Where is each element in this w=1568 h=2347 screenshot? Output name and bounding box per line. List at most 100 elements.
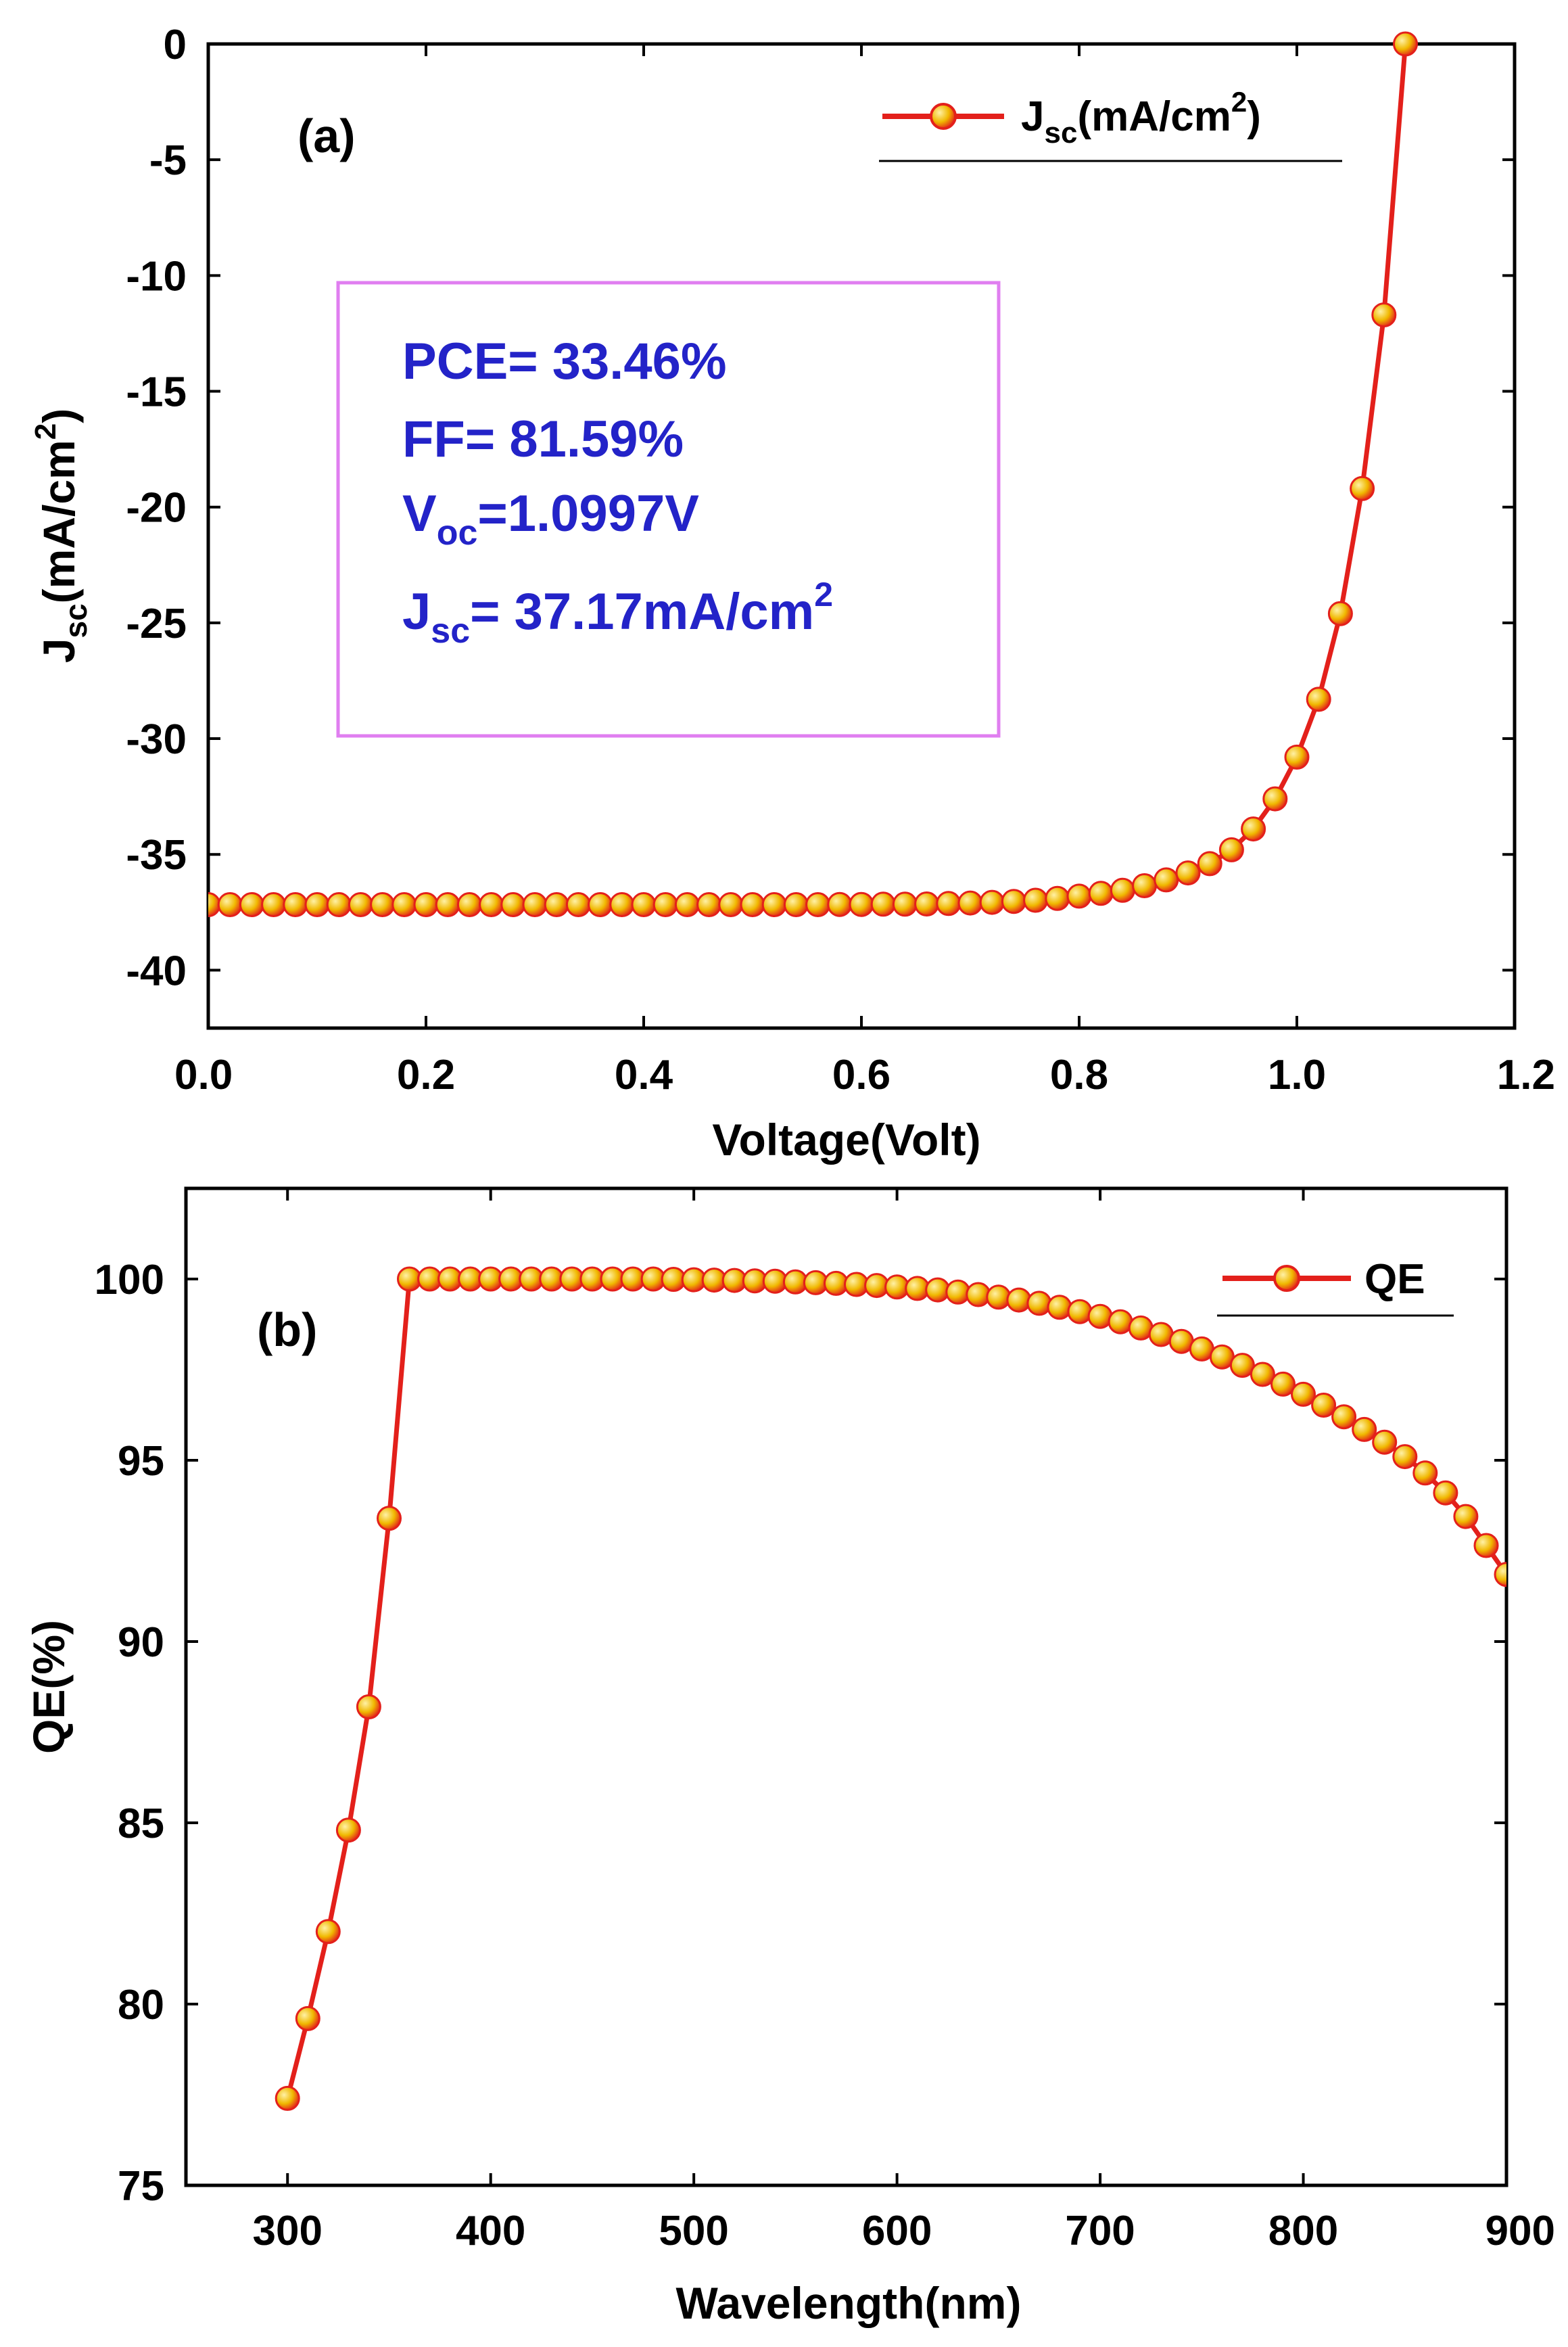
data-point [652, 892, 678, 917]
panel-a-tag: (a) [298, 110, 356, 162]
data-point [588, 892, 613, 917]
data-point [435, 892, 460, 917]
data-point [356, 1694, 381, 1719]
x-tick-label: 0.6 [832, 1052, 890, 1098]
series-line [208, 43, 1408, 907]
panel-a-x-axis-label: Voltage(Volt) [712, 1115, 980, 1165]
data-point [522, 892, 548, 917]
data-point [1006, 1287, 1032, 1313]
data-point [413, 892, 439, 917]
data-point [1047, 1295, 1072, 1320]
data-point [326, 892, 352, 917]
data-point [1331, 1404, 1357, 1430]
data-point [979, 889, 1005, 915]
x-tick-label: 600 [862, 2208, 932, 2254]
legend-marker-jsc [930, 103, 957, 130]
data-point [1067, 1299, 1093, 1324]
y-tick-label: -40 [126, 948, 187, 994]
data-point [1327, 601, 1353, 626]
data-point [1453, 1504, 1479, 1529]
x-tick-label: 0.4 [615, 1052, 673, 1098]
data-point [1175, 860, 1201, 886]
data-point [1250, 1362, 1275, 1387]
y-tick-label: 85 [118, 1800, 164, 1847]
data-point [631, 892, 657, 917]
panel-a-y-axis-label: Jsc(mA/cm2) [29, 409, 93, 663]
info-jsc: Jsc= 37.17mA/cm2 [402, 576, 833, 651]
data-point [696, 892, 722, 917]
data-point [1262, 786, 1288, 812]
data-point [1291, 1381, 1316, 1407]
data-point [740, 892, 765, 917]
data-point [761, 892, 787, 917]
data-point [1241, 816, 1266, 842]
panel-a-ticks [207, 43, 1516, 1028]
y-tick-label: -10 [126, 253, 187, 300]
data-point [1066, 883, 1092, 909]
panel-b-y-axis-label: QE(%) [24, 1620, 74, 1754]
panel-a-legend: Jsc(mA/cm2) [879, 86, 1342, 162]
data-point [1284, 744, 1310, 770]
data-point [1371, 302, 1397, 328]
x-tick-label: 400 [456, 2208, 525, 2254]
info-ff: FF= 81.59% [402, 411, 684, 468]
x-tick-label: 0.0 [174, 1052, 233, 1098]
data-point [1306, 687, 1331, 712]
data-point [849, 891, 874, 917]
data-point [500, 892, 526, 917]
data-point [1270, 1371, 1296, 1397]
info-pce: PCE= 33.46% [402, 333, 727, 390]
data-point [377, 1506, 402, 1531]
data-point [957, 890, 983, 916]
data-point [479, 892, 504, 917]
data-point [674, 892, 700, 917]
y-tick-label: -30 [126, 716, 187, 763]
x-tick-label: 1.2 [1497, 1052, 1555, 1098]
data-point [1473, 1533, 1499, 1558]
data-point [1218, 837, 1244, 862]
y-tick-label: -5 [149, 137, 187, 184]
data-point [1393, 31, 1418, 57]
x-tick-label: 700 [1065, 2208, 1135, 2254]
panel-b-legend: QE [1217, 1256, 1454, 1317]
x-tick-label: 500 [659, 2208, 728, 2254]
data-point [986, 1284, 1012, 1310]
data-point [1412, 1460, 1438, 1486]
x-tick-label: 0.2 [397, 1052, 455, 1098]
x-tick-label: 1.0 [1268, 1052, 1326, 1098]
data-point [1494, 1562, 1506, 1587]
data-point [1023, 887, 1049, 913]
data-point [870, 891, 896, 917]
data-point [805, 892, 831, 917]
legend-marker-qe [1273, 1265, 1300, 1292]
data-point [1026, 1291, 1052, 1316]
data-point [1110, 877, 1135, 903]
data-point [217, 892, 243, 917]
panel-b-plot-frame [184, 1186, 1508, 2187]
data-point [275, 2085, 300, 2111]
data-point [1132, 873, 1158, 898]
y-tick-label: -35 [126, 832, 187, 879]
panel-b-qe-curve: 300 400 500 600 700 800 900 75 80 85 90 95 100 (b) Q… [24, 1186, 1555, 2328]
panel-b-x-axis-label: Wavelength(nm) [676, 2278, 1022, 2328]
data-point [1154, 867, 1179, 893]
data-point [783, 892, 809, 917]
panel-b-series [275, 1266, 1506, 2111]
panel-a-jv-curve: 0.0 0.2 0.4 0.6 0.8 1.0 1.2 0 -5 -10 -15 -20 -25 -30 -… [29, 22, 1555, 1165]
y-tick-label: 80 [118, 1982, 164, 2028]
y-tick-label: -20 [126, 485, 187, 532]
y-tick-label: 95 [118, 1438, 164, 1485]
data-point [283, 892, 308, 917]
data-point [1433, 1480, 1458, 1506]
y-tick-label: 90 [118, 1619, 164, 1666]
data-point [1352, 1416, 1377, 1442]
data-point [370, 892, 396, 917]
data-point [304, 892, 330, 917]
y-tick-label: 75 [118, 2163, 164, 2210]
data-point [609, 892, 635, 917]
y-tick-label: -15 [126, 369, 187, 416]
panel-a-tick-labels: 0.0 0.2 0.4 0.6 0.8 1.0 1.2 0 -5 -10 -15 -20 -25 -30 -… [126, 22, 1555, 1098]
data-point [827, 891, 853, 917]
data-point [391, 892, 417, 917]
